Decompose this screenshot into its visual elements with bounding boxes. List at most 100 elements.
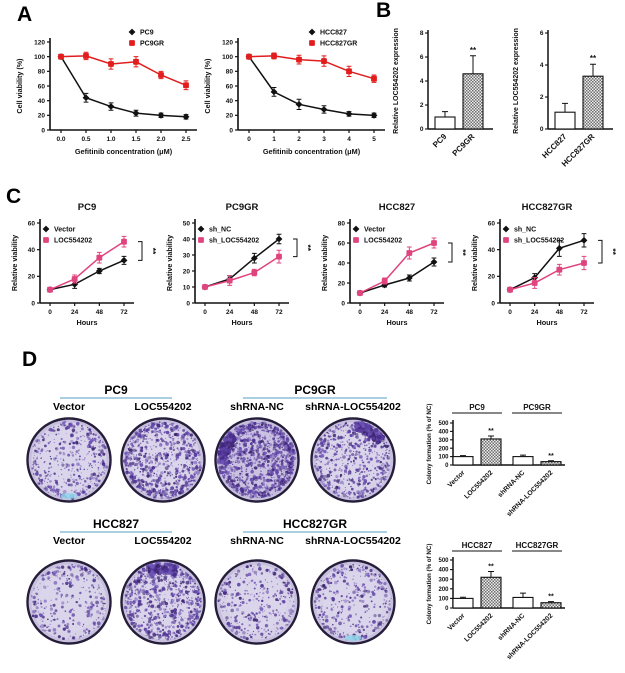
svg-text:0.0: 0.0 bbox=[56, 136, 65, 143]
chart-viability-hcc827: 0 20 40 60 80 100 120 0 1 2 3 4 5 Gefitinib concentra… bbox=[203, 28, 385, 156]
svg-text:LOC554202: LOC554202 bbox=[54, 238, 92, 245]
colony-group-header-hcc827gr: HCC827GR bbox=[282, 517, 348, 531]
svg-text:80: 80 bbox=[38, 69, 46, 76]
svg-text:Relative LOC554202 expression: Relative LOC554202 expression bbox=[513, 28, 520, 134]
svg-text:72: 72 bbox=[580, 309, 588, 316]
colony-dish-image bbox=[120, 417, 206, 503]
svg-text:Relative LOC554202 expression: Relative LOC554202 expression bbox=[393, 28, 400, 134]
colony-dish-image bbox=[214, 417, 300, 503]
svg-text:1.0: 1.0 bbox=[106, 136, 115, 143]
svg-text:80: 80 bbox=[226, 69, 234, 76]
svg-text:72: 72 bbox=[120, 309, 128, 316]
svg-text:1: 1 bbox=[272, 136, 276, 143]
svg-text:**: ** bbox=[148, 248, 158, 255]
panel-label-d: D bbox=[22, 348, 38, 371]
svg-text:2: 2 bbox=[420, 102, 424, 109]
svg-text:20: 20 bbox=[28, 274, 36, 281]
svg-text:72: 72 bbox=[430, 309, 438, 316]
colony-group-header-pc9gr: PC9GR bbox=[294, 383, 336, 397]
svg-text:**: ** bbox=[590, 54, 597, 63]
svg-text:PC9: PC9 bbox=[431, 132, 449, 150]
svg-text:10: 10 bbox=[183, 284, 191, 291]
svg-text:PC9GR: PC9GR bbox=[140, 41, 164, 48]
chart-colony-pc9: 0 100 200 300 400 500 Colony formation (% of N… bbox=[426, 403, 565, 518]
svg-text:40: 40 bbox=[28, 247, 36, 254]
svg-text:**: ** bbox=[488, 428, 494, 435]
svg-text:40: 40 bbox=[338, 260, 346, 267]
svg-text:0.5: 0.5 bbox=[81, 136, 90, 143]
svg-text:0: 0 bbox=[186, 300, 190, 307]
svg-text:30: 30 bbox=[183, 252, 191, 259]
svg-text:24: 24 bbox=[71, 309, 79, 316]
colony-dish-image bbox=[310, 559, 396, 645]
svg-text:20: 20 bbox=[38, 113, 46, 120]
svg-text:60: 60 bbox=[488, 220, 496, 227]
svg-text:5: 5 bbox=[372, 136, 376, 143]
svg-text:48: 48 bbox=[556, 309, 564, 316]
svg-text:60: 60 bbox=[38, 83, 46, 90]
svg-text:0: 0 bbox=[229, 127, 233, 134]
svg-text:20: 20 bbox=[183, 268, 191, 275]
colony-group-header-hcc827: HCC827 bbox=[92, 517, 140, 531]
svg-text:40: 40 bbox=[183, 236, 191, 243]
chart-expression-pc9: 0 2 4 6 8 Relative LOC554202 expression PC9 ** P… bbox=[393, 28, 493, 158]
svg-text:0: 0 bbox=[31, 300, 35, 307]
svg-text:2.5: 2.5 bbox=[181, 136, 190, 143]
colony-group-header-pc9: PC9 bbox=[104, 383, 128, 397]
svg-text:40: 40 bbox=[488, 247, 496, 254]
svg-text:2: 2 bbox=[297, 136, 301, 143]
chart-growth-hcc827gr: 0 20 40 60 0 24 48 72 HCC827GR Hours Relative viab… bbox=[470, 202, 618, 327]
svg-text:72: 72 bbox=[275, 309, 283, 316]
svg-text:PC9GR: PC9GR bbox=[226, 202, 259, 213]
header-underline bbox=[243, 397, 387, 399]
svg-text:1.5: 1.5 bbox=[131, 136, 140, 143]
svg-text:0: 0 bbox=[508, 309, 512, 316]
svg-text:20: 20 bbox=[488, 274, 496, 281]
colony-dish-image bbox=[26, 559, 112, 645]
colony-dish-image bbox=[310, 417, 396, 503]
svg-text:48: 48 bbox=[251, 309, 259, 316]
svg-text:Gefitinib concentration (μM): Gefitinib concentration (μM) bbox=[263, 147, 361, 156]
svg-text:300: 300 bbox=[438, 438, 449, 444]
svg-text:4: 4 bbox=[540, 62, 544, 69]
svg-text:0: 0 bbox=[203, 309, 207, 316]
colony-dish-image bbox=[214, 559, 300, 645]
svg-text:PC9: PC9 bbox=[78, 202, 96, 213]
svg-text:Vector: Vector bbox=[54, 227, 76, 234]
svg-text:100: 100 bbox=[438, 455, 449, 461]
svg-text:60: 60 bbox=[338, 240, 346, 247]
dish-label-shrna-nc: shRNA-NC bbox=[230, 535, 284, 547]
svg-text:60: 60 bbox=[226, 83, 234, 90]
svg-text:3: 3 bbox=[322, 136, 326, 143]
svg-text:24: 24 bbox=[381, 309, 389, 316]
svg-text:0: 0 bbox=[420, 126, 424, 133]
svg-text:Hours: Hours bbox=[386, 318, 407, 327]
header-underline bbox=[243, 531, 387, 533]
svg-text:Colony formation (% of NC): Colony formation (% of NC) bbox=[426, 404, 433, 485]
dish-label-shrna-loc554202: shRNA-LOC554202 bbox=[305, 401, 401, 413]
svg-text:48: 48 bbox=[96, 309, 104, 316]
svg-text:20: 20 bbox=[338, 280, 346, 287]
svg-text:0: 0 bbox=[341, 300, 345, 307]
svg-text:100: 100 bbox=[222, 54, 233, 61]
svg-text:HCC827: HCC827 bbox=[540, 132, 568, 160]
svg-text:Cell viability (%): Cell viability (%) bbox=[15, 58, 24, 114]
svg-text:400: 400 bbox=[438, 430, 449, 436]
svg-text:**: ** bbox=[548, 453, 554, 460]
svg-text:0: 0 bbox=[247, 136, 251, 143]
svg-text:shRNA-NC: shRNA-NC bbox=[497, 469, 527, 499]
dish-label-shrna-nc: shRNA-NC bbox=[230, 401, 284, 413]
svg-text:**: ** bbox=[458, 249, 468, 256]
svg-text:4: 4 bbox=[347, 136, 351, 143]
dish-label-loc554202: LOC554202 bbox=[134, 401, 192, 413]
svg-text:Hours: Hours bbox=[231, 318, 252, 327]
svg-text:Hours: Hours bbox=[536, 318, 557, 327]
svg-text:2.0: 2.0 bbox=[156, 136, 165, 143]
chart-growth-hcc827: 0 20 40 60 80 0 24 48 72 HCC827 Hours Relative viab… bbox=[320, 202, 468, 327]
panel-label-c: C bbox=[6, 185, 22, 208]
svg-text:Vector: Vector bbox=[364, 227, 386, 234]
svg-text:2: 2 bbox=[540, 94, 544, 101]
svg-text:PC9GR: PC9GR bbox=[451, 132, 477, 158]
